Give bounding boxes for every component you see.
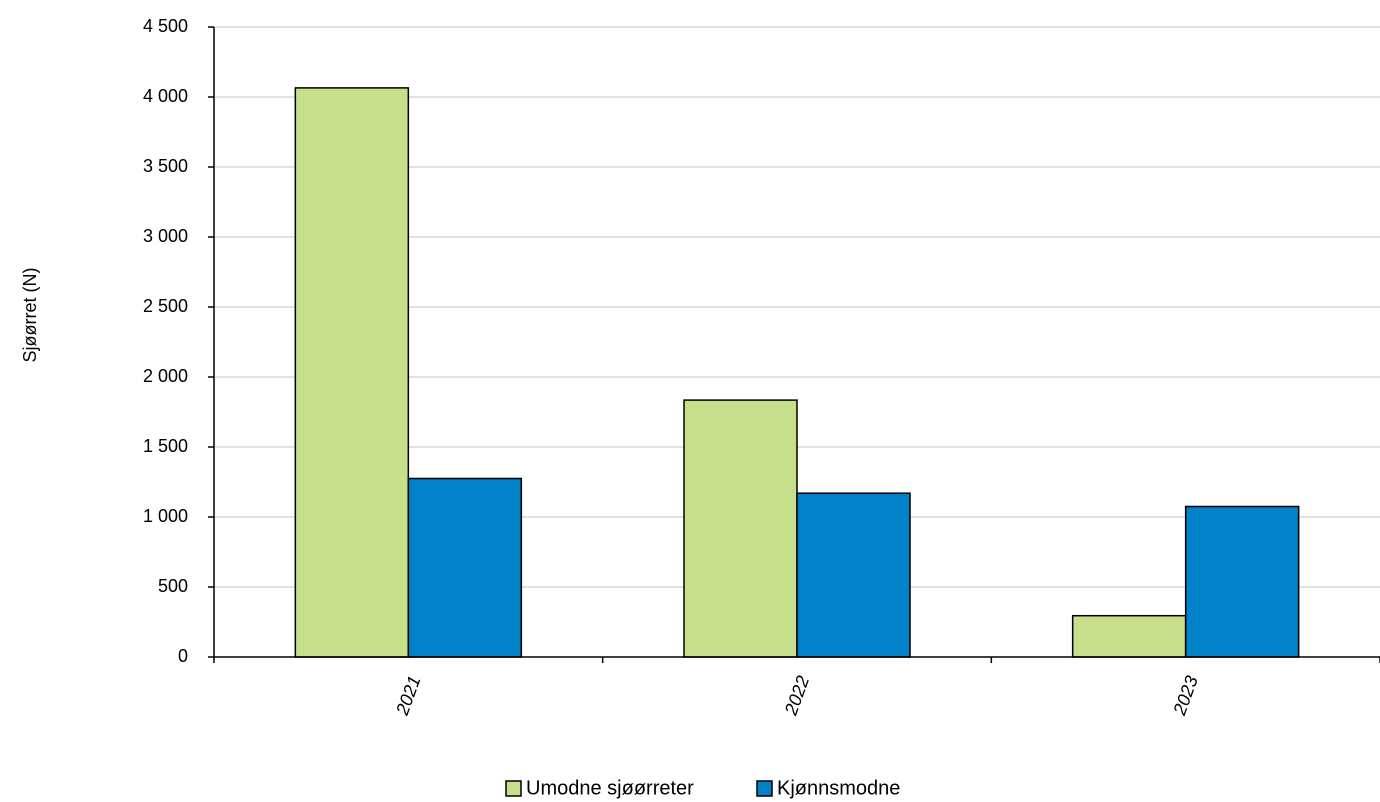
x-tick-label: 2022 <box>780 673 813 718</box>
y-tick-label: 3 000 <box>143 226 188 246</box>
y-tick-label: 3 500 <box>143 156 188 176</box>
x-axis-labels: 2021 2022 2023 <box>392 673 1202 718</box>
x-tick-label: 2023 <box>1169 673 1202 718</box>
legend-label: Kjønnsmodne <box>777 777 900 799</box>
y-tick-label: 1 000 <box>143 506 188 526</box>
legend-label: Umodne sjøørreter <box>526 777 694 799</box>
y-tick-label: 4 500 <box>143 16 188 36</box>
bar-2022-series-1 <box>683 399 798 658</box>
x-axis <box>213 27 1380 663</box>
legend-swatch <box>756 780 773 797</box>
legend-swatch <box>505 780 522 797</box>
y-tick-label: 4 000 <box>143 86 188 106</box>
y-axis-title: Sjøørret (N) <box>20 268 40 363</box>
bar-2021-series-1 <box>294 87 410 658</box>
y-tick-label: 1 500 <box>143 436 188 456</box>
x-tick-label: 2021 <box>392 673 425 718</box>
y-tick-label: 500 <box>158 576 188 596</box>
bars <box>294 87 1300 658</box>
y-tick-label: 0 <box>178 646 188 666</box>
y-axis-ticks: 0 500 1 000 1 500 2 000 2 500 3 000 3 500 4 000 4… <box>143 16 214 666</box>
y-tick-label: 2 500 <box>143 296 188 316</box>
y-tick-label: 2 000 <box>143 366 188 386</box>
bar-2023-series-2 <box>1184 505 1300 658</box>
bar-2023-series-1 <box>1071 614 1187 658</box>
legend: Umodne sjøørreter Kjønnsmodne <box>505 777 900 799</box>
bar-2022-series-2 <box>796 492 911 658</box>
bar-2021-series-2 <box>407 477 523 658</box>
